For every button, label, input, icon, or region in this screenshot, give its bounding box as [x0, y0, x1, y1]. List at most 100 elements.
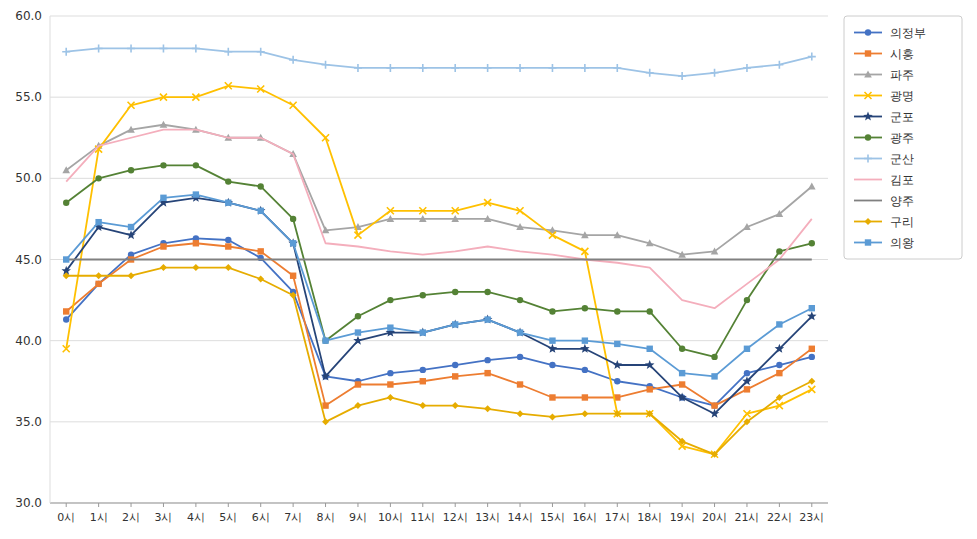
- x-tick-label: 8시: [317, 511, 335, 524]
- marker: [419, 215, 427, 222]
- legend-item: 광명: [854, 89, 914, 103]
- series-line: [66, 125, 812, 255]
- marker: [63, 256, 69, 262]
- x-tick-label: 11시: [410, 511, 435, 524]
- series: [62, 121, 815, 258]
- series-line: [66, 130, 812, 309]
- marker: [582, 394, 588, 400]
- marker: [582, 367, 588, 373]
- marker: [322, 134, 329, 141]
- legend-label: 군포: [890, 110, 914, 124]
- marker: [386, 64, 394, 72]
- marker: [776, 210, 784, 217]
- marker: [614, 410, 621, 417]
- marker: [678, 72, 686, 80]
- marker: [193, 240, 199, 246]
- x-axis-line: [50, 503, 828, 504]
- marker: [225, 82, 232, 89]
- series: [62, 44, 816, 80]
- x-tick-label: 12시: [443, 511, 468, 524]
- marker: [711, 402, 717, 408]
- plot-area: [61, 44, 816, 457]
- x-tick: [552, 503, 553, 507]
- x-tick-label: 3시: [154, 511, 172, 524]
- x-tick-label: 13시: [475, 511, 500, 524]
- series: [66, 130, 812, 309]
- marker: [192, 264, 199, 271]
- series-line: [66, 238, 812, 405]
- marker: [419, 402, 426, 409]
- x-tick-label: 9시: [349, 511, 367, 524]
- y-tick-label: 40.0: [15, 334, 42, 348]
- marker: [322, 418, 329, 425]
- marker: [775, 61, 783, 69]
- marker: [290, 216, 296, 222]
- marker: [646, 69, 654, 77]
- marker: [225, 199, 231, 205]
- series-line: [66, 195, 812, 377]
- marker: [744, 386, 750, 392]
- legend-item: 파주: [854, 68, 914, 82]
- marker: [160, 94, 167, 101]
- y-tick-label: 50.0: [15, 171, 42, 185]
- marker: [776, 394, 783, 401]
- marker: [744, 346, 750, 352]
- marker: [516, 64, 524, 72]
- marker: [776, 321, 782, 327]
- marker: [452, 373, 458, 379]
- marker: [160, 243, 166, 249]
- x-tick: [325, 503, 326, 507]
- x-tick-label: 20시: [702, 511, 727, 524]
- marker: [126, 230, 136, 239]
- marker: [484, 289, 490, 295]
- legend-item: 구리: [854, 215, 914, 229]
- x-tick: [357, 503, 358, 507]
- marker: [484, 370, 490, 376]
- x-tick-label: 23시: [799, 511, 824, 524]
- x-tick: [455, 503, 456, 507]
- x-tick-label: 18시: [637, 511, 662, 524]
- marker: [63, 272, 70, 279]
- marker: [864, 155, 872, 163]
- series: [63, 82, 816, 457]
- marker: [679, 438, 686, 445]
- marker: [647, 308, 653, 314]
- y-tick-label: 60.0: [15, 9, 42, 23]
- series-line: [66, 259, 812, 261]
- x-tick: [422, 503, 423, 507]
- legend-item: 시흥: [854, 47, 914, 61]
- marker: [128, 272, 135, 279]
- marker: [646, 410, 653, 417]
- marker: [420, 378, 426, 384]
- series-line: [66, 48, 812, 76]
- legend-item: 군포: [854, 110, 914, 124]
- marker: [517, 410, 524, 417]
- marker: [645, 360, 655, 369]
- marker: [192, 44, 200, 52]
- marker: [355, 329, 361, 335]
- x-tick-label: 6시: [252, 511, 270, 524]
- x-tick: [617, 503, 618, 507]
- x-tick-label: 10시: [378, 511, 403, 524]
- series: [63, 191, 815, 379]
- grid-line: [50, 16, 828, 17]
- grid-line: [50, 503, 828, 504]
- marker: [387, 207, 394, 214]
- marker: [808, 386, 815, 393]
- marker: [321, 371, 331, 380]
- x-tick: [66, 503, 67, 507]
- marker: [62, 166, 70, 173]
- x-tick: [163, 503, 164, 507]
- marker: [549, 394, 555, 400]
- marker: [743, 223, 751, 230]
- marker: [744, 370, 750, 376]
- x-tick-label: 17시: [605, 511, 630, 524]
- marker: [160, 264, 167, 271]
- marker: [225, 237, 231, 243]
- marker: [678, 251, 686, 258]
- grid-line: [50, 421, 828, 422]
- marker: [807, 311, 817, 320]
- marker: [322, 402, 328, 408]
- y-tick-label: 35.0: [15, 415, 42, 429]
- x-tick-label: 19시: [670, 511, 695, 524]
